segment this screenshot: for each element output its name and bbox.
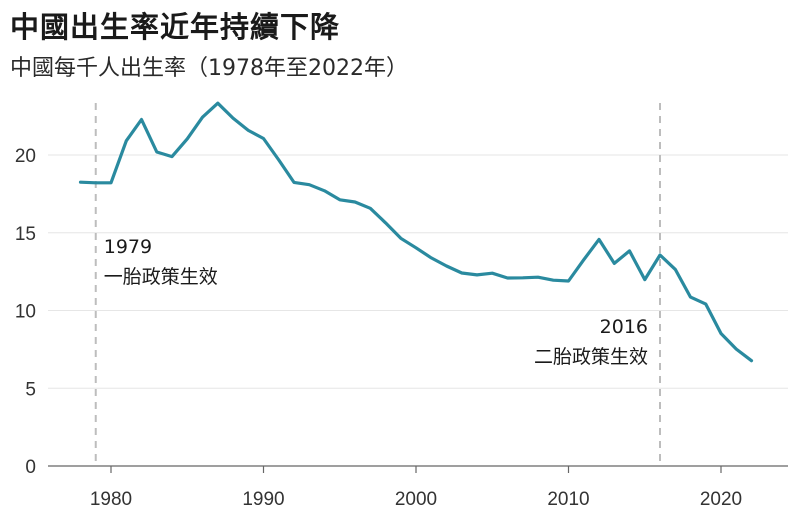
- annotation-2016-line-2: 二胎政策生效: [534, 346, 648, 368]
- x-tick-label-2010: 2010: [547, 489, 589, 510]
- y-tick-label-15: 15: [15, 224, 36, 245]
- annotation-2016-line-1: 2016: [600, 316, 648, 338]
- y-tick-label-20: 20: [15, 146, 36, 167]
- annotation-1979-line-1: 1979: [104, 236, 152, 258]
- annotation-1979-line-2: 一胎政策生效: [104, 266, 218, 288]
- y-tick-label-5: 5: [25, 379, 36, 400]
- chart-title: 中國出生率近年持續下降: [10, 10, 341, 44]
- chart-subtitle: 中國每千人出生率（1978年至2022年）: [10, 56, 408, 81]
- birth-rate-series-line: [78, 101, 754, 363]
- x-tick-label-1990: 1990: [242, 489, 284, 510]
- x-tick-label-2020: 2020: [700, 489, 742, 510]
- y-tick-label-0: 0: [25, 457, 36, 478]
- y-tick-label-10: 10: [15, 302, 36, 323]
- x-tick-label-2000: 2000: [395, 489, 437, 510]
- x-tick-label-1980: 1980: [90, 489, 132, 510]
